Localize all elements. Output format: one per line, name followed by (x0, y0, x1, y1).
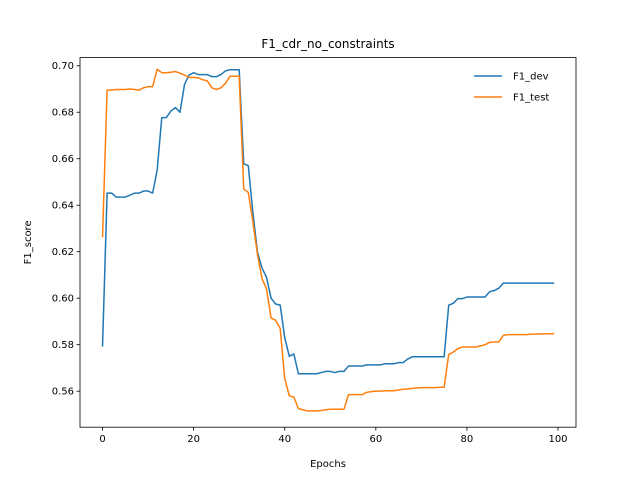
y-tick-label: 0.56 (52, 387, 74, 398)
x-tick-label: 80 (461, 434, 474, 445)
y-tick-label: 0.64 (52, 201, 74, 212)
x-axis: 0 20 40 60 80 100 (99, 427, 568, 445)
chart-title: F1_cdr_no_constraints (261, 37, 394, 51)
y-axis: 0.56 0.58 0.60 0.62 0.64 0.66 0.68 0.70 (52, 61, 80, 398)
x-tick-label: 0 (99, 434, 105, 445)
x-axis-label: Epochs (310, 459, 346, 470)
series-layer (101, 68, 555, 412)
y-axis-label: F1_score (23, 220, 34, 264)
y-tick-label: 0.62 (52, 247, 74, 258)
y-tick-label: 0.70 (52, 61, 74, 72)
x-tick-label: 60 (369, 434, 382, 445)
x-tick-label: 40 (278, 434, 291, 445)
y-tick-label: 0.60 (52, 294, 74, 305)
legend: F1_dev F1_test (474, 72, 549, 104)
x-tick-label: 100 (548, 434, 567, 445)
plot-frame (79, 57, 577, 428)
y-tick-label: 0.58 (52, 340, 74, 351)
series-line-0 (101, 68, 555, 375)
y-tick-label: 0.68 (52, 108, 74, 119)
y-tick-label: 0.66 (52, 154, 74, 165)
x-tick-label: 20 (187, 434, 200, 445)
series-line-1 (101, 68, 555, 412)
legend-label: F1_dev (513, 72, 549, 83)
legend-label: F1_test (513, 93, 549, 104)
